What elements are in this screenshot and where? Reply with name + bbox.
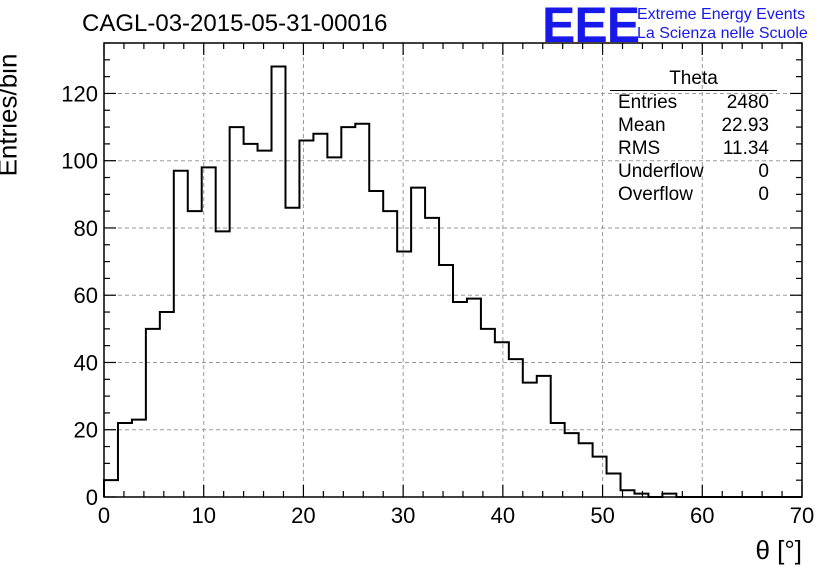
y-tick-label: 40: [74, 350, 98, 375]
histogram-bin: [481, 329, 495, 497]
plot-border: [103, 42, 803, 498]
histogram-bin: [118, 423, 132, 497]
histogram-bin: [509, 359, 523, 497]
stats-title: Theta: [610, 68, 777, 91]
chart-title: CAGL-03-2015-05-31-00016: [82, 10, 388, 37]
histogram-bin: [537, 376, 551, 497]
stats-value: 0: [758, 161, 769, 182]
x-axis-label: θ [°]: [755, 535, 802, 565]
y-axis-label: Entries/bin: [0, 54, 38, 177]
stats-label: RMS: [618, 138, 661, 159]
stats-value: 2480: [726, 92, 769, 113]
histogram-bin: [355, 124, 369, 497]
histogram-bin: [216, 231, 230, 497]
histogram-bin: [439, 265, 453, 497]
y-tick-label: 20: [74, 418, 98, 443]
histogram-bars: [103, 65, 802, 498]
histogram-bin: [369, 191, 383, 497]
histogram-outline: [103, 65, 802, 498]
histogram-bin: [495, 342, 509, 497]
stats-label: Mean: [618, 115, 666, 136]
logo-line-1: Extreme Energy Events: [637, 6, 806, 23]
histogram-bin: [327, 157, 341, 497]
eee-logo: EEE: [542, 0, 640, 53]
histogram-bin: [607, 473, 621, 497]
x-tick-label: 70: [790, 503, 814, 528]
histogram-bin: [174, 171, 188, 497]
stats-row-overflow: Overflow 0: [610, 183, 777, 206]
histogram-bin: [593, 457, 607, 497]
logo-caption: Extreme Energy Events La Scienza nelle S…: [637, 5, 808, 43]
y-tick-label: 60: [74, 283, 98, 308]
histogram-bin: [146, 329, 160, 497]
stats-row-entries: Entries 2480: [610, 91, 777, 114]
histogram-bin: [230, 127, 244, 497]
grid-lines: [104, 43, 802, 497]
histogram-bin: [425, 218, 439, 497]
x-tick-label: 10: [191, 503, 215, 528]
y-tick-label: 100: [61, 149, 98, 174]
stats-box: Theta Entries 2480 Mean 22.93 RMS 11.34 …: [610, 68, 777, 206]
y-tick-label: 0: [86, 485, 98, 510]
tick-labels: 0 10 20 30 40 50 60 70 0 20 40 60 80 100 120: [61, 81, 814, 528]
logo-line-2: La Scienza nelle Scuole: [637, 25, 808, 42]
y-tick-label: 80: [74, 216, 98, 241]
stats-label: Overflow: [618, 184, 693, 205]
stats-row-mean: Mean 22.93: [610, 114, 777, 137]
x-tick-label: 30: [391, 503, 415, 528]
histogram-bin: [411, 188, 425, 497]
histogram-bin: [244, 144, 258, 497]
histogram-bin: [188, 211, 202, 497]
histogram-bin: [258, 151, 272, 497]
histogram-bin: [551, 423, 565, 497]
y-axis-label-text: Entries/bin: [0, 53, 23, 177]
histogram-bin: [397, 252, 411, 497]
histogram-bin: [523, 383, 537, 497]
histogram-bin: [272, 67, 286, 497]
x-tick-label: 0: [98, 503, 110, 528]
histogram-bin: [453, 302, 467, 497]
stats-label: Underflow: [618, 161, 704, 182]
stats-value: 22.93: [721, 115, 769, 136]
y-tick-label: 120: [61, 81, 98, 106]
histogram-bin: [285, 208, 299, 497]
x-tick-label: 60: [690, 503, 714, 528]
axis-ticks: [103, 42, 803, 498]
stats-value: 0: [758, 184, 769, 205]
stats-value: 11.34: [722, 138, 769, 159]
histogram-bin: [299, 141, 313, 497]
histogram-bin: [565, 433, 579, 497]
histogram-bin: [579, 443, 593, 497]
stats-row-rms: RMS 11.34: [610, 137, 777, 160]
x-tick-label: 40: [491, 503, 515, 528]
histogram-bin: [313, 134, 327, 497]
stats-label: Entries: [618, 92, 678, 113]
x-tick-label: 50: [590, 503, 614, 528]
histogram-bin: [341, 127, 355, 497]
histogram-bin: [467, 299, 481, 497]
histogram-bin: [383, 211, 397, 497]
histogram-bin: [160, 312, 174, 497]
histogram-bin: [104, 480, 118, 497]
stats-row-underflow: Underflow 0: [610, 160, 777, 183]
x-tick-label: 20: [291, 503, 315, 528]
histogram-bin: [132, 420, 146, 497]
plot-frame: [103, 42, 803, 498]
